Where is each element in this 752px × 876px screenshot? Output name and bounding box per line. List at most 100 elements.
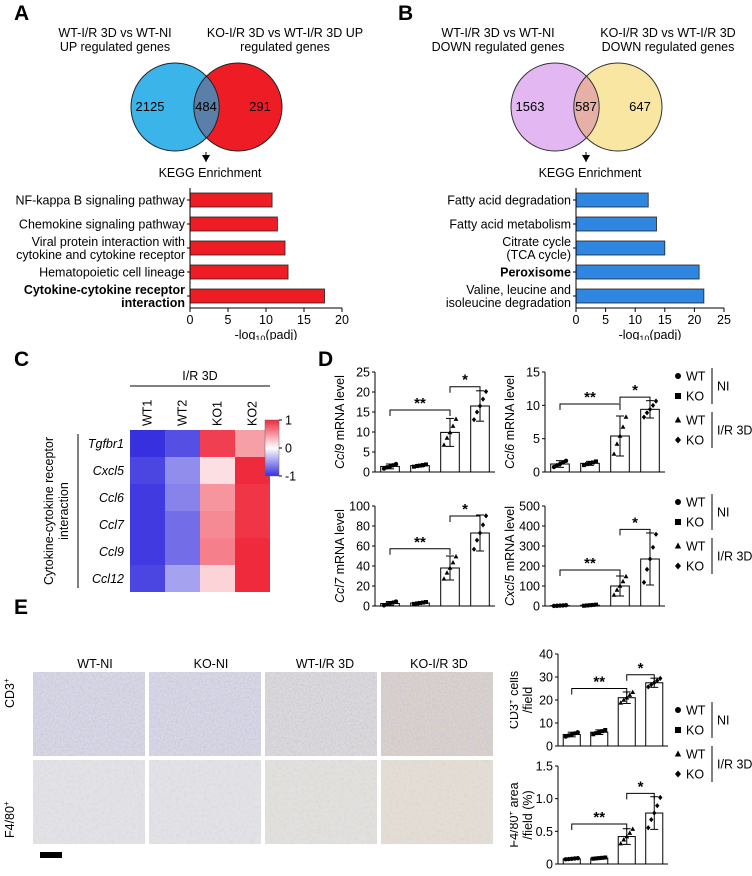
heatmap-row-label: Ccl7 bbox=[99, 518, 125, 532]
heatmap-group-label: I/R 3D bbox=[182, 369, 217, 383]
data-point bbox=[441, 442, 447, 447]
data-point bbox=[655, 678, 660, 684]
y-tick-label: 15 bbox=[356, 406, 370, 420]
venn-b-left-count: 1563 bbox=[516, 99, 545, 114]
heatmap-column-label: KO1 bbox=[211, 401, 225, 426]
data-point bbox=[588, 603, 592, 608]
kegg-chart-a: NF-kappa B signaling pathway Chemokine si… bbox=[15, 188, 349, 340]
significance-label: ** bbox=[414, 534, 426, 551]
col-title-ko-ir: KO-I/R 3D bbox=[410, 657, 468, 671]
y-tick-label: 1.5 bbox=[536, 760, 553, 774]
data-point bbox=[591, 732, 596, 737]
data-point bbox=[614, 441, 620, 446]
y-tick-label: 10 bbox=[526, 399, 540, 413]
legend-marker-diamond bbox=[675, 436, 681, 444]
significance-label: * bbox=[638, 778, 644, 795]
data-point bbox=[627, 692, 633, 697]
data-point bbox=[582, 463, 586, 468]
data-point bbox=[644, 410, 650, 416]
data-point bbox=[624, 695, 630, 700]
micrograph-cd3-ko-ni bbox=[149, 672, 261, 756]
data-point bbox=[588, 461, 592, 466]
data-point bbox=[424, 600, 428, 605]
kegg-category-line: (TCA cycle) bbox=[506, 248, 571, 262]
col-title-ko-ni: KO-NI bbox=[193, 657, 229, 671]
y-tick-label: 60 bbox=[356, 540, 370, 554]
heatmap-cell bbox=[130, 538, 165, 565]
y-tick-label: 0 bbox=[363, 600, 370, 614]
bar-chart-e-f480: 00.51.01.5***F4/80+ area/field (%) bbox=[510, 760, 668, 872]
data-point bbox=[447, 565, 453, 570]
heatmap-cell bbox=[235, 430, 270, 457]
data-point bbox=[450, 423, 456, 428]
data-point bbox=[575, 855, 580, 861]
data-point bbox=[621, 837, 627, 842]
venn-b: 1563 587 647 bbox=[510, 62, 663, 162]
kegg-category-line: Fatty acid degradation bbox=[447, 194, 571, 208]
micrograph-f480-wt-ni bbox=[33, 760, 145, 844]
data-point bbox=[600, 855, 605, 860]
data-point bbox=[483, 513, 489, 519]
y-tick-label: 300 bbox=[519, 540, 540, 554]
data-point bbox=[652, 810, 657, 816]
data-point bbox=[624, 833, 630, 839]
kegg-category-line: Hematopoietic cell lineage bbox=[39, 266, 185, 280]
significance-bracket bbox=[571, 823, 628, 831]
heatmap-column-label: WT1 bbox=[141, 400, 155, 426]
x-tick-label: 25 bbox=[717, 313, 731, 327]
row-title-f480-text: F4/80 bbox=[3, 806, 18, 838]
x-label-sub: 10 bbox=[255, 334, 265, 340]
data-point bbox=[621, 697, 627, 702]
y-tick-label: 25 bbox=[356, 366, 370, 380]
data-point bbox=[649, 681, 654, 688]
kegg-category-line: Fatty acid metabolism bbox=[449, 218, 571, 232]
data-point bbox=[591, 856, 596, 861]
heatmap-cell bbox=[165, 538, 200, 565]
significance-bracket bbox=[389, 548, 451, 555]
legend-marker-circle bbox=[675, 373, 681, 379]
arrow-down-icon bbox=[582, 155, 590, 162]
legend-marker-triangle bbox=[674, 416, 682, 423]
y-label-gene: Ccl9 bbox=[333, 444, 347, 469]
kegg-bar bbox=[575, 192, 649, 208]
x-tick-label: 0 bbox=[573, 313, 580, 327]
legend-label: WT bbox=[686, 414, 706, 428]
kegg-chart-b: Fatty acid degradation Fatty acid metabol… bbox=[446, 188, 731, 340]
kegg-category-line: Chemokine signaling pathway bbox=[19, 218, 186, 232]
kegg-bar bbox=[189, 264, 289, 280]
y-label-gene: Ccl7 bbox=[333, 577, 347, 603]
kegg-b-title: KEGG Enrichment bbox=[538, 166, 642, 180]
data-point bbox=[415, 464, 419, 469]
y-axis-label: F4/80+ area/field (%) bbox=[510, 782, 535, 847]
col-title-wt-ir: WT-I/R 3D bbox=[295, 657, 355, 671]
colorbar-tick-label: 0 bbox=[285, 442, 292, 456]
x-tick-label: 15 bbox=[658, 313, 672, 327]
side-label-line: interaction bbox=[57, 482, 71, 540]
legend-marker-diamond bbox=[675, 562, 681, 570]
data-point bbox=[421, 600, 425, 605]
micrograph-f480-wt-ir bbox=[265, 760, 377, 844]
kegg-category-line: isoleucine degradation bbox=[446, 296, 571, 310]
y-tick-label: 20 bbox=[356, 580, 370, 594]
data-point bbox=[650, 544, 656, 550]
legend-label: WT bbox=[686, 540, 706, 554]
data-point bbox=[641, 414, 647, 420]
legend-group-label: I/R 3D bbox=[717, 424, 752, 438]
significance-bracket bbox=[559, 569, 621, 576]
legend-marker-circle bbox=[675, 707, 681, 713]
data-point bbox=[620, 578, 626, 584]
colorbar bbox=[264, 419, 280, 477]
micrograph-cd3-ko-ir bbox=[381, 672, 493, 756]
y-tick-label: 0 bbox=[533, 466, 540, 480]
x-label-part: (padj) bbox=[265, 328, 297, 340]
y-tick-label: 0 bbox=[533, 600, 540, 614]
kegg-category-label: NF-kappa B signaling pathway bbox=[15, 194, 185, 208]
venn-a-left-title: WT-I/R 3D vs WT-NI UP regulated genes bbox=[58, 26, 172, 54]
data-point bbox=[483, 388, 489, 395]
kegg-bar bbox=[575, 264, 700, 280]
data-point bbox=[597, 730, 602, 735]
bar bbox=[617, 697, 636, 747]
legend-label: KO bbox=[686, 434, 704, 448]
